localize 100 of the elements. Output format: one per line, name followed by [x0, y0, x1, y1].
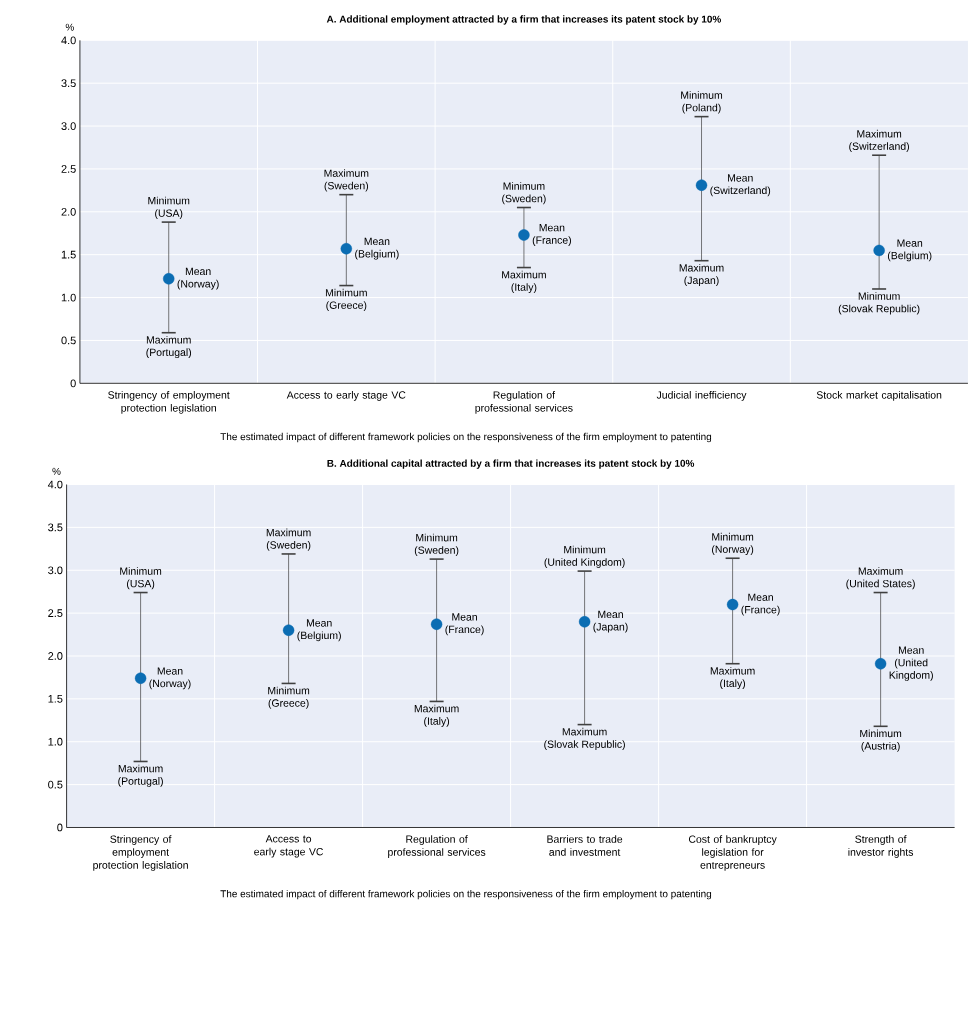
annotation: Maximum: [679, 263, 724, 272]
annotation: (Japan): [684, 276, 719, 287]
x-tick-label: Access to early stage VC: [253, 835, 323, 858]
annotation: (Sweden): [266, 541, 311, 551]
y-tick-label: 3.0: [61, 122, 76, 130]
annotation: (USA): [154, 209, 183, 219]
y-tick-label: 1.5: [48, 695, 63, 703]
point: [282, 624, 295, 636]
point: [518, 229, 530, 241]
annotation: Minimum: [148, 196, 190, 205]
annotation: (Slovak Republic): [544, 740, 625, 750]
y-tick-label: 1.0: [61, 293, 76, 302]
y-tick-label: 1.5: [61, 250, 76, 259]
y-tick-label: 3.5: [61, 79, 76, 88]
annotation: (USA): [126, 579, 154, 590]
annotation: Kingdom): [889, 671, 933, 681]
x-tick-label: Strength of investor rights: [848, 835, 913, 858]
annotation: Mean: [727, 174, 753, 182]
text: The estimated impact of different framework policies on the responsiveness of the firm employment to patenting: [220, 432, 711, 443]
point: [430, 618, 443, 630]
annotation: (Greece): [268, 699, 309, 709]
annotation: (Austria): [861, 741, 900, 752]
annotation: Mean: [185, 267, 211, 276]
annotation: (Italy): [511, 283, 537, 293]
annotation: (France): [741, 605, 780, 616]
x-tick-label: Stringency of employment protection legislation: [93, 835, 188, 871]
text: The estimated impact of different framework policies on the responsiveness of the firm employment to patenting: [220, 890, 711, 900]
annotation: (Sweden): [501, 194, 546, 205]
x-tick-label: Cost of bankruptcy legislation for entrepreneurs: [688, 835, 777, 871]
annotation: Maximum: [710, 666, 755, 675]
annotation: (Greece): [326, 301, 367, 311]
annotation: (United Kingdom): [544, 558, 625, 568]
annotation: Maximum: [857, 129, 901, 138]
annotation: (United States): [846, 579, 915, 590]
y-tick-label: 2.5: [61, 165, 76, 173]
y-tick-label: 2.5: [48, 609, 63, 617]
annotation: Minimum: [503, 182, 545, 190]
annotation: (United: [894, 658, 928, 669]
x-tick-label: Stringency of employment protection legislation: [107, 391, 230, 414]
y-tick-label: 2.0: [61, 207, 76, 216]
chart-title: A. Additional employment attracted by a firm that increases its patent stock by 10%: [326, 15, 721, 25]
x-tick-label: Regulation of professional services: [387, 835, 486, 858]
annotation: (France): [532, 236, 571, 246]
annotation: Mean: [897, 239, 922, 247]
annotation: Maximum: [414, 704, 459, 713]
x-tick-label: Access to early stage VC: [286, 391, 406, 401]
annotation: (Slovak Republic): [838, 304, 920, 315]
annotation: Minimum: [680, 91, 722, 99]
point: [134, 672, 147, 684]
annotation: Maximum: [146, 335, 191, 344]
point: [726, 598, 739, 611]
y-tick-label: 0: [57, 823, 63, 832]
y-axis-title: %: [52, 467, 61, 475]
annotation: Maximum: [266, 528, 311, 537]
y-tick-label: 0.5: [61, 336, 76, 345]
annotation: Minimum: [120, 567, 161, 575]
annotation: (Italy): [719, 679, 745, 690]
annotation: Maximum: [118, 764, 163, 773]
annotation: (Belgium): [354, 249, 399, 260]
annotation: Maximum: [562, 727, 607, 736]
chart-title: B. Additional capital attracted by a firm that increases its patent stock by 10%: [327, 459, 694, 469]
annotation: (Italy): [423, 717, 449, 727]
annotation: Minimum: [416, 533, 457, 542]
x-tick-label: Judicial inefficiency: [656, 391, 747, 401]
annotation: Minimum: [268, 686, 309, 695]
point: [873, 244, 885, 257]
point: [162, 272, 175, 285]
annotation: (Norway): [711, 545, 753, 556]
annotation: Mean: [157, 667, 183, 675]
annotation: (Belgium): [887, 251, 932, 262]
annotation: Mean: [452, 613, 477, 621]
annotation: Minimum: [325, 288, 367, 297]
annotation: Mean: [306, 619, 332, 627]
annotation: (Switzerland): [710, 186, 770, 197]
y-tick-label: 1.0: [48, 737, 63, 746]
annotation: Maximum: [324, 169, 369, 177]
y-tick-label: 0: [70, 379, 76, 388]
annotation: (Sweden): [414, 546, 459, 556]
annotation: Mean: [598, 610, 623, 619]
x-tick-label: Stock market capitalisation: [816, 391, 942, 401]
annotation: Mean: [898, 646, 924, 654]
annotation: Mean: [539, 224, 565, 232]
y-tick-label: 4.0: [61, 36, 76, 45]
annotation: (Belgium): [297, 631, 341, 642]
annotation: (Portugal): [118, 777, 163, 787]
annotation: (Switzerland): [849, 142, 909, 153]
point: [695, 179, 708, 191]
annotation: (Poland): [682, 103, 721, 114]
annotation: Maximum: [501, 270, 546, 279]
annotation: (France): [445, 625, 484, 636]
point: [578, 615, 591, 628]
annotation: (Sweden): [324, 181, 368, 192]
annotation: Minimum: [858, 292, 900, 300]
x-tick-label: Barriers to trade and investment: [547, 835, 622, 856]
y-tick-label: 0.5: [47, 780, 63, 789]
annotation: (Portugal): [146, 348, 191, 359]
x-tick-label: Regulation of professional services: [475, 391, 573, 414]
point: [340, 242, 352, 255]
annotation: (Norway): [149, 679, 191, 690]
annotation: Minimum: [564, 545, 605, 554]
